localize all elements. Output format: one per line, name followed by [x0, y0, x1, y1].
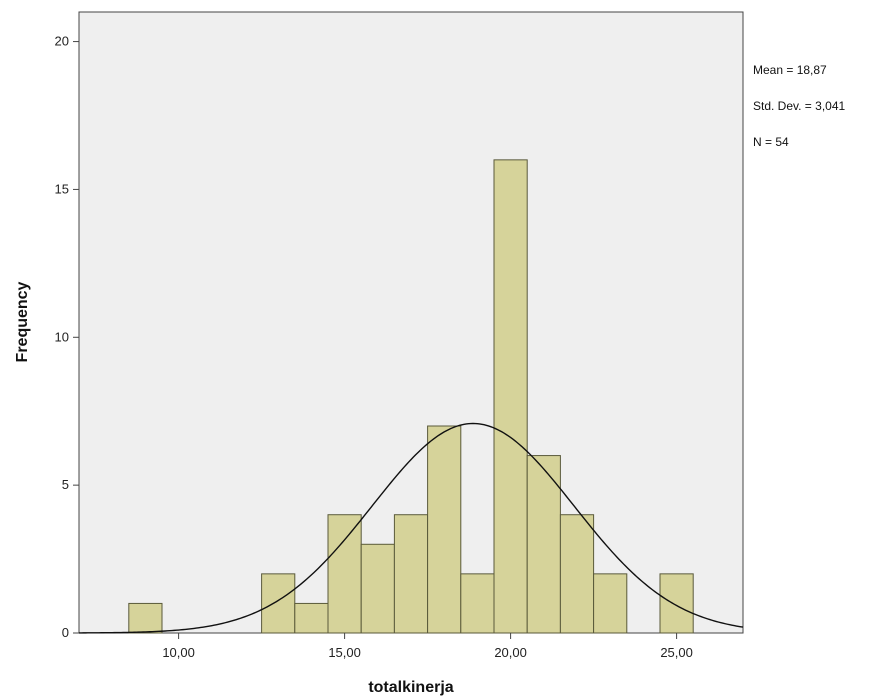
histogram-bar	[460, 573, 495, 634]
y-tick-label: 15	[55, 181, 69, 196]
histogram-bar	[593, 573, 628, 634]
y-tick-label: 10	[55, 329, 69, 344]
x-tick-label: 15,00	[328, 645, 361, 660]
histogram-bar	[393, 514, 429, 634]
bars-group	[128, 159, 694, 634]
descriptive-stats-box: Mean = 18,87 Std. Dev. = 3,041 N = 54	[753, 40, 845, 160]
y-axis-title: Frequency	[14, 281, 31, 362]
x-tick-label: 20,00	[494, 645, 527, 660]
histogram-bar	[360, 543, 395, 634]
histogram-bar	[128, 602, 163, 634]
stats-mean: Mean = 18,87	[753, 63, 827, 77]
x-tick-label: 25,00	[660, 645, 693, 660]
y-tick-label: 20	[55, 34, 69, 49]
normal-curve	[78, 422, 744, 634]
y-tick-label: 0	[62, 625, 69, 640]
stats-std-dev: Std. Dev. = 3,041	[753, 99, 846, 113]
y-tick-label: 5	[62, 477, 69, 492]
histogram-bar	[493, 159, 528, 634]
stats-n: N = 54	[753, 135, 789, 149]
histogram-bar	[559, 514, 595, 634]
histogram-bar	[261, 573, 296, 634]
x-tick-label: 10,00	[162, 645, 195, 660]
histogram-bar	[294, 602, 329, 634]
histogram-bar	[659, 573, 694, 634]
histogram-bar	[427, 425, 462, 634]
x-axis-title: totalkinerja	[368, 679, 453, 696]
y-axis: 0 5 10 15 20	[55, 34, 79, 640]
histogram-bar	[327, 514, 362, 634]
x-axis: 10,00 15,00 20,00 25,00	[162, 633, 693, 660]
